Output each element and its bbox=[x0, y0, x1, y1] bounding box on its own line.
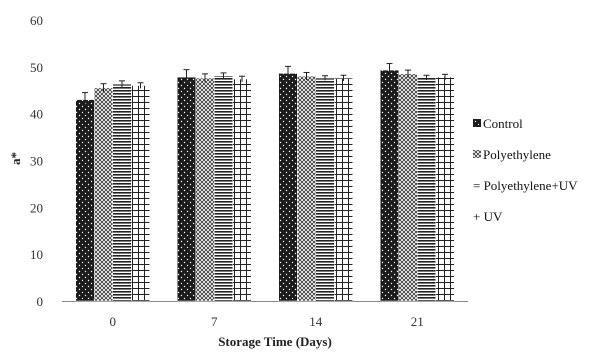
y-axis-title: a* bbox=[8, 152, 23, 165]
legend-item: Polyethylene bbox=[473, 147, 551, 162]
error-bar bbox=[405, 69, 411, 78]
y-tick-label: 40 bbox=[30, 107, 43, 122]
y-tick-label: 50 bbox=[30, 60, 43, 75]
error-bar bbox=[442, 73, 448, 80]
bar bbox=[380, 69, 399, 302]
bar bbox=[297, 75, 316, 302]
error-bar bbox=[183, 69, 190, 85]
x-axis-ticks: 0 7 14 21 bbox=[110, 314, 424, 329]
legend-label: = Polyethylene+UV bbox=[473, 178, 578, 193]
error-bar bbox=[239, 75, 245, 82]
error-bar bbox=[137, 82, 144, 89]
bar bbox=[435, 76, 455, 302]
legend-label: Control bbox=[483, 116, 523, 131]
y-tick-label: 10 bbox=[30, 247, 43, 262]
bar bbox=[334, 77, 353, 302]
error-bar bbox=[340, 74, 347, 81]
legend: Control Polyethylene = Polyethylene+UV + UV bbox=[473, 116, 578, 224]
x-axis-title: Storage Time (Days) bbox=[218, 334, 332, 349]
error-bar bbox=[423, 74, 430, 80]
legend-swatch bbox=[473, 119, 481, 127]
bar bbox=[214, 75, 233, 302]
bar bbox=[112, 83, 132, 302]
error-bar bbox=[119, 80, 125, 88]
error-bar bbox=[220, 72, 227, 79]
y-tick-label: 30 bbox=[30, 154, 43, 169]
y-tick-label: 20 bbox=[30, 200, 43, 215]
x-tick-label: 7 bbox=[211, 314, 218, 329]
error-bar bbox=[100, 83, 107, 93]
error-bar bbox=[202, 73, 208, 83]
error-bar bbox=[285, 65, 291, 81]
bar bbox=[131, 85, 150, 302]
x-tick-label: 0 bbox=[110, 314, 117, 329]
x-tick-label: 14 bbox=[309, 314, 323, 329]
bar bbox=[232, 78, 252, 302]
error-bar bbox=[303, 71, 310, 80]
bar bbox=[315, 77, 335, 302]
bar bbox=[94, 87, 113, 302]
legend-item: Control bbox=[473, 116, 523, 131]
legend-label: + UV bbox=[473, 209, 503, 224]
legend-item: + UV bbox=[473, 209, 503, 224]
error-bar bbox=[386, 63, 393, 77]
error-bar-group bbox=[82, 63, 448, 107]
bar-series-group bbox=[75, 69, 455, 302]
bar bbox=[177, 76, 196, 302]
bar bbox=[398, 73, 418, 302]
bar bbox=[278, 73, 298, 302]
y-tick-label: 0 bbox=[37, 294, 44, 309]
bar bbox=[417, 77, 436, 302]
x-tick-label: 21 bbox=[411, 314, 424, 329]
error-bar bbox=[82, 92, 88, 107]
legend-swatch bbox=[473, 150, 481, 158]
error-bar bbox=[322, 75, 328, 81]
bar bbox=[75, 99, 95, 302]
legend-item: = Polyethylene+UV bbox=[473, 178, 578, 193]
bar bbox=[195, 77, 215, 302]
y-axis-ticks: 0 10 20 30 40 50 60 bbox=[30, 13, 43, 309]
y-tick-label: 60 bbox=[30, 13, 43, 28]
legend-label: Polyethylene bbox=[483, 147, 551, 162]
